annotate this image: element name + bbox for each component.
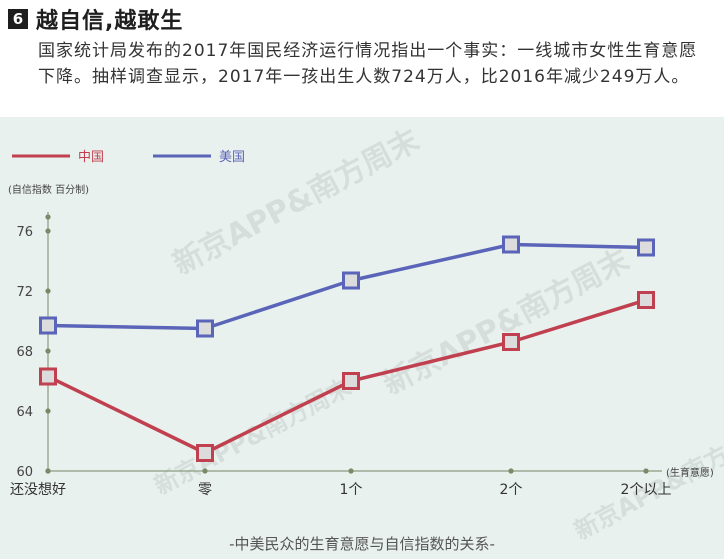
section-title: 越自信,越敢生 (36, 9, 184, 34)
data-point-china (502, 333, 520, 351)
data-point-usa (39, 316, 57, 335)
x-tick-label: 零 (198, 482, 212, 498)
section-number-badge: 6 (8, 9, 28, 29)
y-axis-top-dot (45, 214, 51, 220)
y-tick-dot (45, 228, 51, 234)
data-point-usa (196, 319, 214, 338)
x-tick-dot (348, 468, 354, 474)
x-tick-label: 还没想好 (10, 482, 66, 498)
y-tick-label: 72 (16, 285, 33, 300)
y-tick-label: 64 (16, 405, 33, 420)
y-tick-dot (45, 408, 51, 414)
data-point-china (39, 367, 57, 386)
y-tick-label: 60 (16, 465, 33, 480)
y-tick-dot (45, 288, 51, 294)
y-tick-label: 68 (16, 345, 33, 360)
data-point-china (342, 372, 360, 390)
x-tick-label: 2个 (500, 482, 523, 498)
legend-label-china: 中国 (78, 150, 104, 165)
data-point-usa (342, 271, 360, 290)
y-axis-label: (自信指数 百分制) (8, 183, 89, 196)
data-point-usa (637, 238, 655, 257)
legend-label-usa: 美国 (219, 150, 245, 165)
x-tick-dot (45, 468, 51, 474)
y-tick-dot (45, 348, 51, 354)
x-axis-label: (生育意愿) (666, 466, 714, 479)
data-point-china (637, 291, 655, 309)
x-tick-label: 2个以上 (621, 482, 672, 498)
x-tick-label: 1个 (340, 482, 363, 498)
x-tick-dot (643, 468, 649, 474)
section-header: 6 越自信,越敢生 (8, 4, 183, 34)
chart-panel (0, 117, 724, 559)
data-point-china (196, 444, 214, 462)
watermark-text: 新京APP&南方周末 (167, 123, 425, 282)
intro-paragraph: 国家统计局发布的2017年国民经济运行情况指出一个事实：一线城市女性生育意愿下降… (38, 41, 698, 87)
y-tick-label: 76 (16, 225, 33, 240)
data-point-usa (502, 235, 520, 254)
x-tick-dot (508, 468, 514, 474)
chart-caption: -中美民众的生育意愿与自信指数的关系- (229, 535, 495, 553)
x-tick-dot (202, 468, 208, 474)
